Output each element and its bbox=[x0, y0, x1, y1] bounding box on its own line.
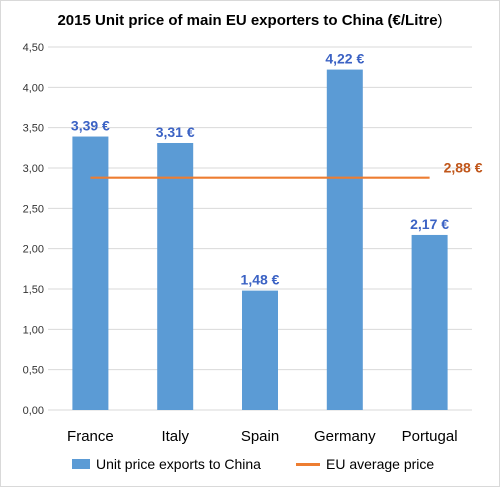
legend-label-bar: Unit price exports to China bbox=[96, 456, 261, 472]
bar-france bbox=[72, 136, 109, 411]
y-axis-ticks: 0,00 0,50 1,00 1,50 2,00 2,50 3,00 3,50 4,00 4,50 bbox=[23, 42, 44, 417]
chart-title-end: ) bbox=[437, 12, 443, 29]
y-tick-label: 4,00 bbox=[23, 82, 44, 94]
y-tick-label: 3,50 bbox=[23, 123, 44, 135]
y-tick-label: 4,50 bbox=[23, 42, 44, 54]
bar-spain bbox=[242, 290, 278, 410]
y-tick-label: 1,50 bbox=[23, 284, 44, 296]
chart-title-main: 2015 Unit price of main EU exporters to … bbox=[57, 12, 438, 29]
category-label: Italy bbox=[161, 428, 189, 445]
bar-italy bbox=[157, 142, 194, 410]
gridlines bbox=[48, 46, 472, 411]
legend: Unit price exports to China EU average p… bbox=[0, 453, 500, 475]
chart-title: 2015 Unit price of main EU exporters to … bbox=[0, 12, 500, 29]
bar-value-label: 4,22 € bbox=[325, 51, 364, 67]
bar-germany bbox=[326, 69, 363, 410]
bar-portugal bbox=[411, 234, 448, 410]
y-tick-label: 3,00 bbox=[23, 163, 44, 175]
bar-value-label: 3,31 € bbox=[156, 124, 195, 140]
data-labels: 3,39 € 3,31 € 1,48 € 4,22 € 2,17 € 2,88 € bbox=[71, 51, 483, 288]
category-label: France bbox=[67, 428, 114, 445]
legend-swatch-line bbox=[296, 462, 320, 466]
y-tick-label: 0,00 bbox=[23, 405, 44, 417]
bar-value-label: 2,17 € bbox=[410, 216, 449, 232]
y-tick-label: 1,00 bbox=[23, 324, 44, 336]
legend-swatch-bar bbox=[72, 459, 90, 469]
category-label: Portugal bbox=[402, 428, 458, 445]
x-axis-categories: France Italy Spain Germany Portugal bbox=[67, 428, 457, 445]
category-label: Spain bbox=[241, 428, 279, 445]
bar-value-label: 3,39 € bbox=[71, 118, 110, 134]
legend-label-line: EU average price bbox=[326, 456, 435, 472]
y-tick-label: 2,00 bbox=[23, 244, 44, 256]
legend-item-line: EU average price bbox=[296, 453, 434, 475]
average-price-label: 2,88 € bbox=[444, 160, 483, 176]
y-tick-label: 2,50 bbox=[23, 203, 44, 215]
bars bbox=[72, 69, 448, 411]
bar-value-label: 1,48 € bbox=[241, 272, 280, 288]
legend-item-bar: Unit price exports to China bbox=[72, 453, 261, 475]
category-label: Germany bbox=[314, 428, 376, 445]
y-tick-label: 0,50 bbox=[23, 365, 44, 377]
